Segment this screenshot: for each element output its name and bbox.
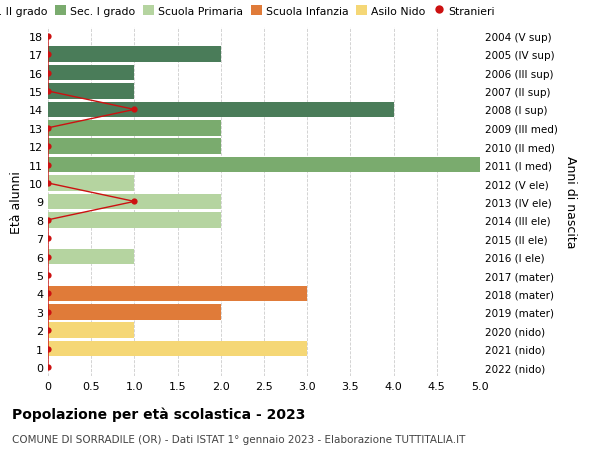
Y-axis label: Anni di nascita: Anni di nascita xyxy=(564,156,577,248)
Bar xyxy=(48,176,134,191)
Legend: Sec. II grado, Sec. I grado, Scuola Primaria, Scuola Infanzia, Asilo Nido, Stran: Sec. II grado, Sec. I grado, Scuola Prim… xyxy=(0,4,497,19)
Text: Popolazione per età scolastica - 2023: Popolazione per età scolastica - 2023 xyxy=(12,406,305,421)
Bar xyxy=(48,121,221,136)
Bar xyxy=(48,194,221,210)
Bar xyxy=(48,286,307,302)
Bar xyxy=(48,249,134,265)
Y-axis label: Età alunni: Età alunni xyxy=(10,171,23,233)
Bar xyxy=(48,139,221,155)
Bar xyxy=(48,323,134,338)
Bar xyxy=(48,102,394,118)
Bar xyxy=(48,341,307,357)
Bar xyxy=(48,47,221,63)
Bar xyxy=(48,213,221,228)
Bar xyxy=(48,304,221,320)
Bar xyxy=(48,157,480,173)
Text: COMUNE DI SORRADILE (OR) - Dati ISTAT 1° gennaio 2023 - Elaborazione TUTTITALIA.: COMUNE DI SORRADILE (OR) - Dati ISTAT 1°… xyxy=(12,434,466,444)
Bar xyxy=(48,84,134,100)
Bar xyxy=(48,66,134,81)
